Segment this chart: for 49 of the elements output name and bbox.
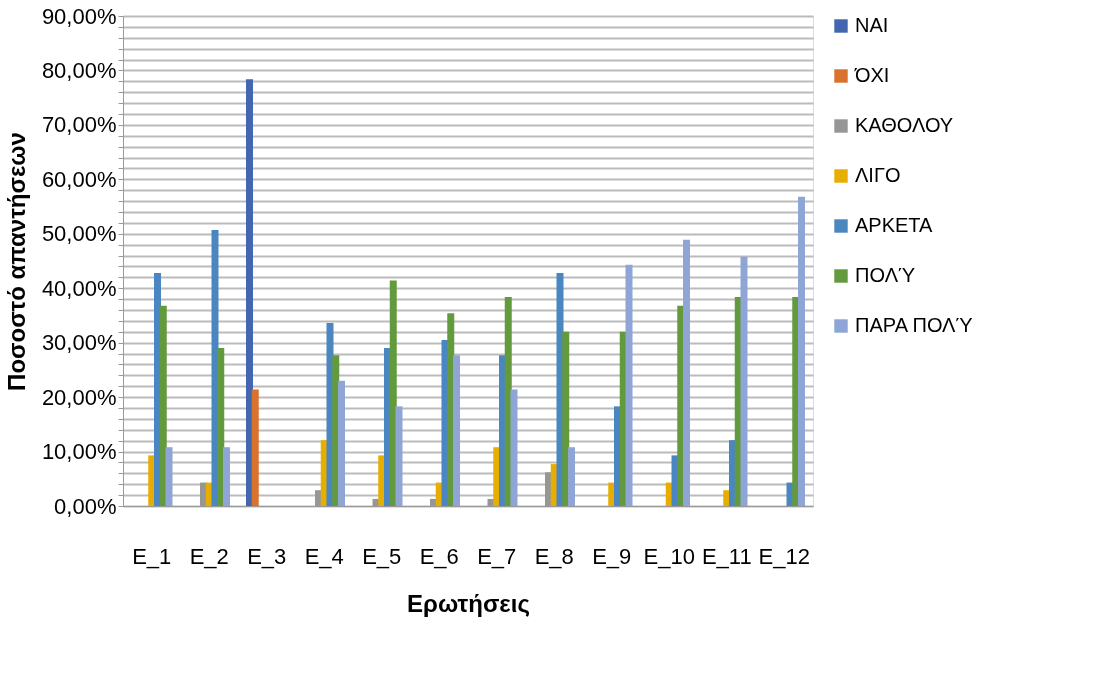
- x-tick-label: E_6: [419, 543, 459, 569]
- x-tick-label: E_1: [132, 543, 172, 569]
- y-tick-label: 0,00%: [54, 493, 117, 519]
- bar: [453, 355, 460, 506]
- bar: [510, 389, 518, 506]
- legend-label: ΠΟΛΎ: [855, 264, 916, 286]
- bar: [246, 79, 253, 506]
- bar: [798, 196, 805, 506]
- bar: [338, 380, 345, 506]
- y-tick-label: 70,00%: [41, 112, 117, 138]
- y-tick-label: 20,00%: [41, 384, 117, 410]
- legend-label: ΠΑΡΑ ΠΟΛΎ: [855, 314, 973, 336]
- y-tick-label: 30,00%: [41, 330, 117, 356]
- x-tick-label: E_10: [643, 543, 695, 569]
- y-axis-title: Ποσοστό απαντήσεων: [2, 132, 30, 391]
- bar: [625, 264, 633, 506]
- y-tick-label: 50,00%: [41, 221, 117, 247]
- y-tick-label: 40,00%: [41, 275, 117, 301]
- bar: [562, 331, 570, 506]
- legend-label: ΌΧΙ: [854, 64, 890, 86]
- bar: [568, 447, 575, 506]
- legend-label: ΑΡΚΕΤΑ: [855, 214, 934, 236]
- bar: [740, 256, 748, 506]
- bar: [251, 389, 259, 506]
- bar: [159, 305, 167, 506]
- x-tick-label: E_4: [304, 543, 344, 569]
- bar: [504, 296, 512, 506]
- legend-label: ΚΑΘΟΛΟΥ: [855, 114, 954, 136]
- x-tick-label: E_7: [477, 543, 517, 569]
- y-tick-label: 60,00%: [41, 166, 117, 192]
- legend-label: ΛΙΓΟ: [855, 164, 901, 186]
- bar: [223, 447, 230, 506]
- x-tick-label: E_5: [362, 543, 402, 569]
- y-tick-label: 90,00%: [41, 3, 117, 29]
- y-tick-label: 80,00%: [41, 57, 117, 83]
- x-tick-label: E_11: [701, 543, 752, 569]
- legend-label: ΝΑΙ: [855, 14, 889, 36]
- x-tick-label: E_12: [758, 543, 810, 569]
- x-tick-label: E_8: [534, 543, 574, 569]
- x-tick-label: E_3: [247, 543, 287, 569]
- bar: [217, 348, 225, 506]
- x-axis-title: Ερωτήσεις: [407, 589, 530, 617]
- x-tick-label: E_2: [189, 543, 229, 569]
- bar: [683, 239, 690, 506]
- bar: [389, 280, 397, 506]
- y-tick-label: 10,00%: [41, 439, 117, 465]
- bar: [165, 447, 173, 506]
- bar: [395, 406, 403, 506]
- x-tick-label: E_9: [592, 543, 632, 569]
